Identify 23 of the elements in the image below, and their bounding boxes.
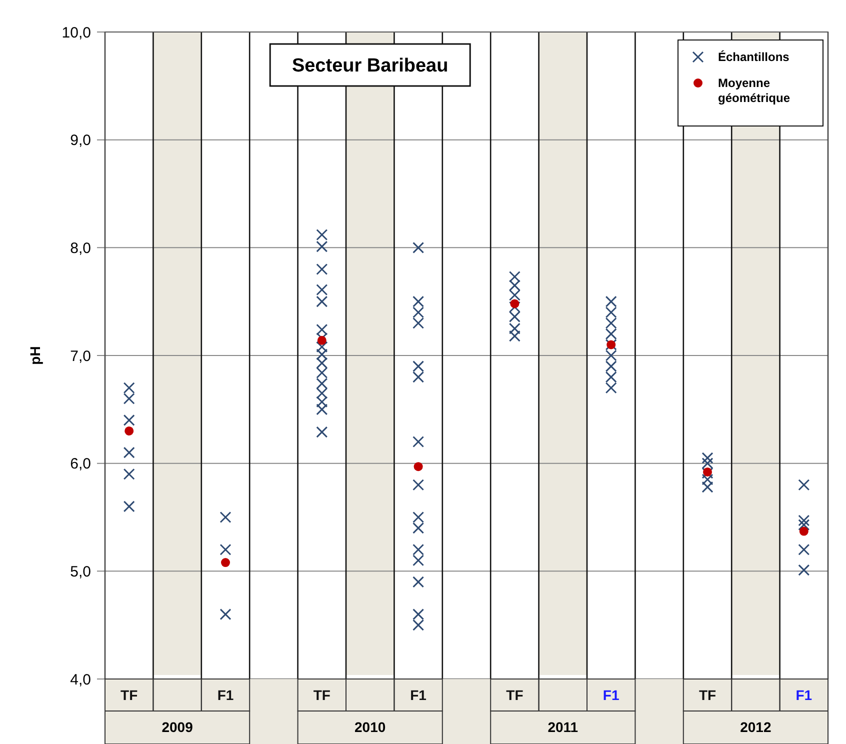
text: 2009 <box>162 718 194 735</box>
y-tick-label: 8,0 <box>70 240 91 257</box>
x-tick-label: F1 <box>410 686 427 703</box>
legend-label: Échantillons <box>718 50 790 64</box>
text: 2010 <box>354 718 386 735</box>
text: 2011 <box>548 718 578 735</box>
text: Secteur Baribeau <box>292 56 448 77</box>
x-tick-label: TF <box>506 686 524 703</box>
legend-label: Moyenne géométrique <box>718 76 790 106</box>
y-tick-label: 4,0 <box>70 671 91 688</box>
x-tick-label: F1 <box>796 686 812 703</box>
y-tick-label: 6,0 <box>70 456 91 473</box>
x-tick-label: TF <box>698 686 716 703</box>
y-tick-label: 9,0 <box>70 132 91 150</box>
y-tick-label: 10,0 <box>62 24 91 42</box>
x-tick-label: F1 <box>217 686 234 703</box>
y-axis-title: pH <box>27 346 43 365</box>
text: 2012 <box>740 718 772 735</box>
x-tick-label: TF <box>120 686 138 703</box>
x-tick-label: TF <box>313 686 331 703</box>
x-tick-label: F1 <box>602 686 620 703</box>
y-tick-label: 7,0 <box>70 348 91 365</box>
y-tick-label: 5,0 <box>70 563 91 580</box>
